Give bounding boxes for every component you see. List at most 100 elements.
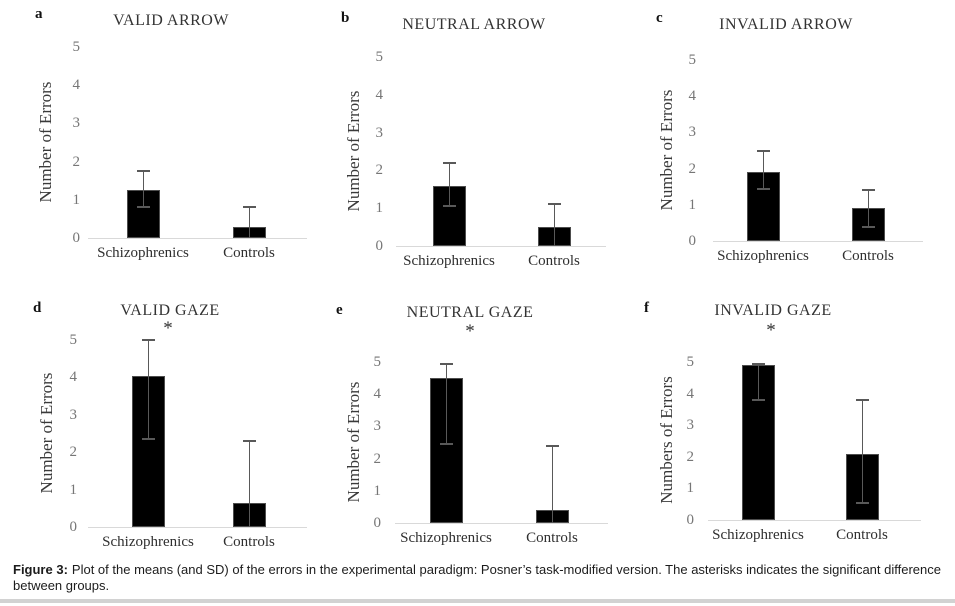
error-bar-cap-bottom <box>855 501 869 504</box>
panel-a: a VALID ARROW Number of Errors 0 1 2 3 4 5 Schizo… <box>0 0 318 290</box>
y-tick-label: 4 <box>373 386 382 403</box>
panel-letter: b <box>341 10 350 26</box>
y-tick-label: 3 <box>686 417 695 434</box>
chart-title: INVALID GAZE <box>714 302 832 319</box>
chart-title: VALID GAZE <box>120 302 220 319</box>
y-tick-label: 1 <box>686 480 695 497</box>
error-bar-cap-bottom <box>751 398 765 401</box>
y-tick-label: 2 <box>375 162 384 179</box>
error-bar-line <box>758 363 759 400</box>
chart-title: VALID ARROW <box>113 12 229 29</box>
x-tick-label: Controls <box>526 530 578 546</box>
panel-letter: f <box>644 300 649 316</box>
y-tick-label: 4 <box>69 369 78 386</box>
y-tick-label: 2 <box>686 448 695 465</box>
x-tick-label: Schizophrenics <box>97 245 189 261</box>
panel-b: b NEUTRAL ARROW Number of Errors 0 1 2 3 4 5 Schi… <box>318 0 636 290</box>
error-bar-cap-bottom <box>439 443 453 446</box>
y-tick-label: 4 <box>72 77 81 94</box>
y-axis-label: Number of Errors <box>344 90 363 211</box>
x-tick-label: Controls <box>836 527 888 543</box>
error-bar-cap-top <box>751 362 765 365</box>
x-axis-line <box>395 523 608 524</box>
error-bar-line <box>446 363 447 445</box>
y-tick-label: 4 <box>375 86 384 103</box>
error-bar-cap-bottom <box>756 187 770 190</box>
significance-asterisk: * <box>163 318 173 339</box>
y-tick-label: 5 <box>69 332 78 348</box>
error-bar-cap-bottom <box>861 225 875 228</box>
x-tick-label: Controls <box>223 534 275 550</box>
error-bar-cap-top <box>547 203 561 206</box>
panel-letter: a <box>35 6 43 22</box>
x-axis-line <box>713 241 923 242</box>
y-tick-label: 3 <box>375 124 384 141</box>
bottom-divider <box>0 599 955 603</box>
y-tick-label: 5 <box>686 354 695 370</box>
y-tick-label: 2 <box>373 450 382 467</box>
y-axis-label: Number of Errors <box>37 372 56 493</box>
significance-asterisk: * <box>766 320 776 341</box>
y-axis-label: Number of Errors <box>657 89 676 210</box>
y-tick-label: 1 <box>375 200 384 217</box>
error-bar-line <box>249 207 250 238</box>
error-bar-line <box>148 340 149 440</box>
chart-title: NEUTRAL GAZE <box>406 304 534 321</box>
figure-caption: Figure 3: Plot of the means (and SD) of t… <box>13 562 941 593</box>
y-tick-label: 4 <box>686 385 695 402</box>
error-bar-cap-top <box>442 161 456 164</box>
error-bar-line <box>554 204 555 246</box>
panel-letter: e <box>336 302 343 318</box>
x-axis-line <box>88 238 307 239</box>
error-bar-cap-top <box>855 398 869 401</box>
x-tick-label: Controls <box>842 248 894 264</box>
error-bar-cap-top <box>439 362 453 365</box>
panel-d: d VALID GAZE * Number of Errors 0 1 2 3 4 5 Schizo… <box>0 290 318 558</box>
y-tick-label: 1 <box>72 191 81 208</box>
x-tick-label: Schizophrenics <box>403 253 495 269</box>
y-tick-label: 4 <box>688 88 697 105</box>
error-bar-line <box>862 399 863 503</box>
panel-c: c INVALID ARROW Number of Errors 0 1 2 3 4 5 Schi… <box>636 0 955 290</box>
y-tick-label: 3 <box>72 115 81 132</box>
panel-letter: c <box>656 10 663 26</box>
y-axis-label: Number of Errors <box>36 81 55 202</box>
error-bar-cap-top <box>242 439 256 442</box>
error-bar-cap-top <box>141 339 155 341</box>
chart-title: INVALID ARROW <box>719 16 853 33</box>
x-axis-line <box>396 246 606 247</box>
y-tick-label: 1 <box>69 481 78 498</box>
y-tick-label: 5 <box>688 52 697 68</box>
error-bar-cap-bottom <box>141 438 155 441</box>
error-bar-cap-top <box>136 170 150 173</box>
y-tick-label: 2 <box>69 444 78 461</box>
y-tick-label: 0 <box>375 238 384 254</box>
caption-label: Figure 3: <box>13 562 68 577</box>
error-bar-cap-top <box>756 149 770 152</box>
y-tick-label: 0 <box>373 515 382 531</box>
error-bar-cap-top <box>861 189 875 192</box>
y-tick-label: 0 <box>686 512 695 528</box>
y-tick-label: 3 <box>373 418 382 435</box>
x-tick-label: Schizophrenics <box>717 248 809 264</box>
panel-f: f INVALID GAZE * Numbers of Errors 0 1 2 3 4 5 Sch… <box>636 290 955 558</box>
x-tick-label: Schizophrenics <box>400 530 492 546</box>
x-axis-line <box>88 527 307 528</box>
y-tick-label: 1 <box>688 196 697 213</box>
y-tick-label: 0 <box>69 519 78 535</box>
x-tick-label: Controls <box>528 253 580 269</box>
y-tick-label: 3 <box>69 406 78 423</box>
error-bar-line <box>249 440 250 527</box>
y-tick-label: 5 <box>373 354 382 370</box>
x-tick-label: Schizophrenics <box>712 527 804 543</box>
significance-asterisk: * <box>465 321 475 342</box>
x-tick-label: Schizophrenics <box>102 534 194 550</box>
panel-e: e NEUTRAL GAZE * Number of Errors 0 1 2 3 4 5 Schi… <box>318 290 636 558</box>
caption-text: Plot of the means (and SD) of the errors… <box>13 562 941 593</box>
chart-title: NEUTRAL ARROW <box>402 16 546 33</box>
error-bar-cap-bottom <box>136 206 150 209</box>
error-bar-line <box>763 150 764 189</box>
error-bar-line <box>143 171 144 208</box>
x-axis-line <box>708 520 921 521</box>
